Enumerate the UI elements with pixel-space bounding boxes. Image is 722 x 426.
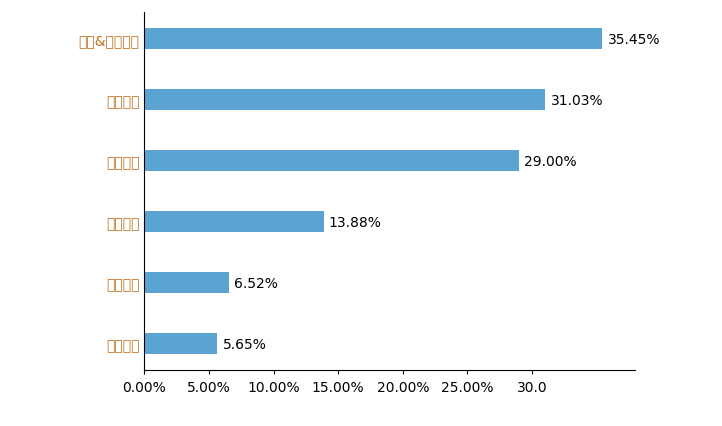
Bar <box>144 211 323 233</box>
Bar <box>144 90 545 111</box>
Bar <box>144 151 519 172</box>
Text: 29.00%: 29.00% <box>524 154 577 168</box>
Text: 13.88%: 13.88% <box>329 215 382 229</box>
Bar <box>144 333 217 354</box>
Bar <box>144 272 229 294</box>
Text: 31.03%: 31.03% <box>550 94 603 107</box>
Text: 6.52%: 6.52% <box>234 276 278 290</box>
Text: 5.65%: 5.65% <box>222 337 266 351</box>
Text: 35.45%: 35.45% <box>608 33 660 47</box>
Bar <box>144 29 602 50</box>
